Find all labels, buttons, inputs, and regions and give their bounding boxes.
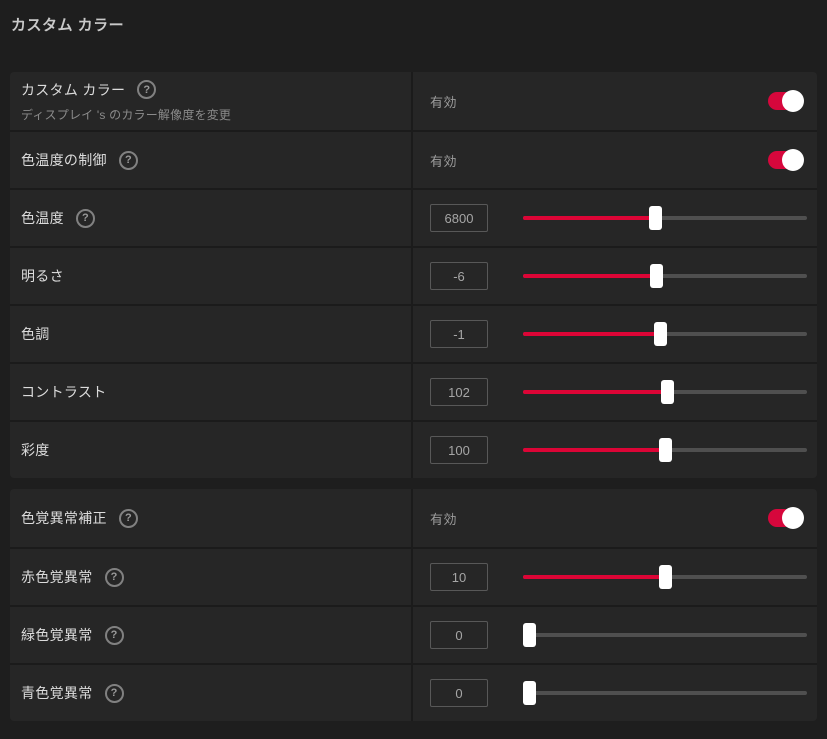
color-temp-control-label: 色温度の制御 (21, 152, 107, 168)
color-deficiency-correction-label: 色覚異常補正 (21, 510, 107, 526)
slider-thumb[interactable] (654, 322, 668, 346)
toggle-knob (782, 149, 804, 171)
slider-fill (523, 274, 656, 278)
toggle-knob (782, 90, 804, 112)
saturation-label: 彩度 (21, 442, 50, 458)
row-blue-deficiency: 青色覚異常 ? (10, 663, 817, 721)
status-text: 有効 (430, 153, 458, 169)
status-text: 有効 (430, 94, 458, 110)
status-text: 有効 (430, 511, 458, 527)
row-color-deficiency-correction: 色覚異常補正 ? 有効 (10, 489, 817, 547)
row-color-temp: 色温度 ? (10, 188, 817, 246)
slider-thumb[interactable] (649, 206, 663, 230)
hue-value-cell (413, 306, 817, 362)
contrast-slider[interactable] (523, 380, 807, 404)
saturation-slider[interactable] (523, 438, 807, 462)
green-deficiency-value-cell (413, 607, 817, 663)
saturation-input[interactable] (430, 436, 488, 464)
slider-thumb[interactable] (523, 623, 536, 647)
contrast-input[interactable] (430, 378, 488, 406)
contrast-label: コントラスト (21, 384, 107, 400)
slider-fill (523, 448, 665, 452)
red-deficiency-label: 赤色覚異常 (21, 569, 93, 585)
color-temp-input[interactable] (430, 204, 488, 232)
slider-fill (523, 332, 661, 336)
blue-deficiency-input[interactable] (430, 679, 488, 707)
brightness-slider[interactable] (523, 264, 807, 288)
saturation-label-cell: 彩度 (10, 422, 413, 478)
color-deficiency-settings-card: 色覚異常補正 ? 有効 赤色覚異常 ? 緑色覚異常 (10, 489, 817, 721)
help-icon[interactable]: ? (104, 683, 124, 703)
toggle-knob (782, 507, 804, 529)
slider-track[interactable] (523, 633, 807, 637)
hue-label-cell: 色調 (10, 306, 413, 362)
row-saturation: 彩度 (10, 420, 817, 478)
green-deficiency-input[interactable] (430, 621, 488, 649)
green-deficiency-label: 緑色覚異常 (21, 627, 93, 643)
color-temp-control-toggle[interactable] (768, 149, 804, 171)
slider-track[interactable] (523, 274, 807, 278)
custom-color-subtitle: ディスプレイ 's のカラー解像度を変更 (21, 107, 232, 122)
color-temp-slider[interactable] (523, 206, 807, 230)
custom-color-label: カスタム カラー (21, 81, 126, 98)
blue-deficiency-value-cell (413, 665, 817, 721)
red-deficiency-label-cell: 赤色覚異常 ? (10, 549, 413, 605)
green-deficiency-slider[interactable] (523, 623, 807, 647)
row-red-deficiency: 赤色覚異常 ? (10, 547, 817, 605)
blue-deficiency-slider[interactable] (523, 681, 807, 705)
custom-color-label-cell: カスタム カラー ? ディスプレイ 's のカラー解像度を変更 (10, 72, 413, 130)
color-temp-value-cell (413, 190, 817, 246)
slider-thumb[interactable] (523, 681, 536, 705)
custom-color-value-cell: 有効 (413, 72, 817, 130)
page-title: カスタム カラー (11, 17, 125, 34)
help-icon[interactable]: ? (137, 80, 157, 99)
color-deficiency-correction-toggle[interactable] (768, 507, 804, 529)
contrast-value-cell (413, 364, 817, 420)
help-icon[interactable]: ? (75, 208, 95, 228)
help-icon[interactable]: ? (118, 508, 138, 528)
slider-thumb[interactable] (658, 438, 672, 462)
contrast-label-cell: コントラスト (10, 364, 413, 420)
help-icon[interactable]: ? (104, 567, 124, 587)
row-contrast: コントラスト (10, 362, 817, 420)
slider-thumb[interactable] (661, 380, 675, 404)
hue-input[interactable] (430, 320, 488, 348)
slider-track[interactable] (523, 691, 807, 695)
brightness-label-cell: 明るさ (10, 248, 413, 304)
color-temp-label-cell: 色温度 ? (10, 190, 413, 246)
slider-fill (523, 216, 656, 220)
help-icon[interactable]: ? (118, 150, 138, 170)
slider-fill (523, 575, 666, 579)
row-brightness: 明るさ (10, 246, 817, 304)
slider-fill (523, 390, 668, 394)
brightness-input[interactable] (430, 262, 488, 290)
color-deficiency-correction-value-cell: 有効 (413, 489, 817, 547)
hue-slider[interactable] (523, 322, 807, 346)
blue-deficiency-label-cell: 青色覚異常 ? (10, 665, 413, 721)
color-temp-control-label-cell: 色温度の制御 ? (10, 132, 413, 188)
saturation-value-cell (413, 422, 817, 478)
slider-thumb[interactable] (649, 264, 663, 288)
brightness-value-cell (413, 248, 817, 304)
color-temp-control-value-cell: 有効 (413, 132, 817, 188)
green-deficiency-label-cell: 緑色覚異常 ? (10, 607, 413, 663)
help-icon[interactable]: ? (104, 625, 124, 645)
slider-thumb[interactable] (659, 565, 673, 589)
slider-track[interactable] (523, 216, 807, 220)
custom-color-toggle[interactable] (768, 90, 804, 112)
red-deficiency-slider[interactable] (523, 565, 807, 589)
custom-color-settings-card: カスタム カラー ? ディスプレイ 's のカラー解像度を変更 有効 色温度の制… (10, 72, 817, 478)
row-hue: 色調 (10, 304, 817, 362)
row-custom-color: カスタム カラー ? ディスプレイ 's のカラー解像度を変更 有効 (10, 72, 817, 130)
color-temp-label: 色温度 (21, 210, 64, 226)
color-deficiency-correction-label-cell: 色覚異常補正 ? (10, 489, 413, 547)
brightness-label: 明るさ (21, 268, 64, 284)
red-deficiency-value-cell (413, 549, 817, 605)
row-green-deficiency: 緑色覚異常 ? (10, 605, 817, 663)
row-color-temp-control: 色温度の制御 ? 有効 (10, 130, 817, 188)
hue-label: 色調 (21, 326, 50, 342)
red-deficiency-input[interactable] (430, 563, 488, 591)
blue-deficiency-label: 青色覚異常 (21, 685, 93, 701)
